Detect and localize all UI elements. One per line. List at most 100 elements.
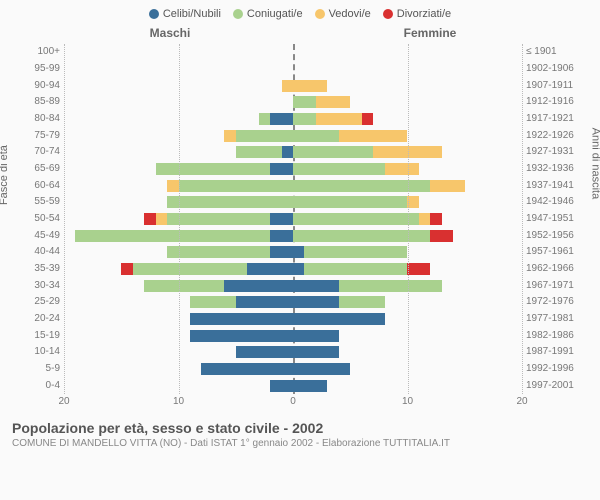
segment (282, 80, 293, 92)
birth-label: 1952-1956 (526, 227, 574, 244)
segment (304, 263, 407, 275)
legend-label: Coniugati/e (247, 8, 303, 20)
bar-female (293, 280, 442, 292)
bar-female (293, 96, 350, 108)
segment (156, 163, 270, 175)
segment (293, 96, 316, 108)
birth-label: 1972-1976 (526, 294, 574, 311)
segment (304, 246, 407, 258)
segment (293, 130, 339, 142)
pyramid-row (64, 144, 522, 161)
segment (270, 213, 293, 225)
segment (179, 180, 293, 192)
bar-female (293, 213, 442, 225)
bar-male (144, 213, 293, 225)
bar-male (167, 196, 293, 208)
pyramid-row (64, 111, 522, 128)
pyramid-row (64, 94, 522, 111)
bar-male (190, 296, 293, 308)
x-axis: 201001020 (64, 396, 522, 414)
segment (385, 163, 419, 175)
birth-label: 1922-1926 (526, 127, 574, 144)
legend-item: Celibi/Nubili (149, 8, 221, 20)
bar-female (293, 163, 419, 175)
plot-area (64, 44, 522, 394)
segment (247, 263, 293, 275)
birth-label: 1962-1966 (526, 261, 574, 278)
segment (293, 263, 304, 275)
segment (316, 113, 362, 125)
segment (270, 163, 293, 175)
pyramid-row (64, 344, 522, 361)
x-tick: 20 (58, 396, 69, 407)
bar-female (293, 130, 408, 142)
segment (293, 80, 327, 92)
segment (167, 213, 270, 225)
segment (167, 180, 178, 192)
segment (407, 263, 430, 275)
bar-female (293, 80, 327, 92)
segment (282, 146, 293, 158)
segment (144, 213, 155, 225)
bar-male (236, 346, 293, 358)
age-label: 100+ (37, 44, 60, 61)
pyramid-row (64, 227, 522, 244)
bar-female (293, 330, 339, 342)
legend-label: Vedovi/e (329, 8, 371, 20)
segment (430, 180, 464, 192)
birth-label: 1902-1906 (526, 61, 574, 78)
pyramid-row (64, 77, 522, 94)
birth-label: 1997-2001 (526, 377, 574, 394)
y-axis-age: 100+95-9990-9485-8980-8475-7970-7465-696… (16, 44, 60, 394)
bar-female (293, 196, 419, 208)
age-label: 20-24 (34, 311, 60, 328)
legend-item: Coniugati/e (233, 8, 303, 20)
birth-label: 1992-1996 (526, 361, 574, 378)
age-label: 5-9 (46, 361, 60, 378)
pyramid-row (64, 211, 522, 228)
age-label: 95-99 (34, 61, 60, 78)
segment (407, 196, 418, 208)
pyramid-row (64, 277, 522, 294)
age-label: 70-74 (34, 144, 60, 161)
segment (190, 330, 293, 342)
pyramid-row (64, 261, 522, 278)
pyramid-row (64, 44, 522, 61)
label-maschi: Maschi (0, 26, 300, 40)
age-label: 0-4 (46, 377, 60, 394)
pyramid-row (64, 161, 522, 178)
bar-male (156, 163, 293, 175)
age-label: 55-59 (34, 194, 60, 211)
segment (430, 213, 441, 225)
y-right-title: Anni di nascita (590, 128, 600, 200)
x-tick: 10 (173, 396, 184, 407)
age-label: 75-79 (34, 127, 60, 144)
birth-label: 1907-1911 (526, 77, 573, 94)
birth-label: ≤ 1901 (526, 44, 557, 61)
segment (362, 113, 373, 125)
legend-label: Celibi/Nubili (163, 8, 221, 20)
segment (236, 296, 293, 308)
bar-male (167, 246, 293, 258)
legend-dot (149, 9, 159, 19)
pyramid-row (64, 327, 522, 344)
segment (293, 196, 407, 208)
bar-female (293, 313, 385, 325)
segment (430, 230, 453, 242)
legend-dot (383, 9, 393, 19)
birth-label: 1957-1961 (526, 244, 574, 261)
age-label: 10-14 (34, 344, 60, 361)
bar-male (282, 80, 293, 92)
pyramid-row (64, 61, 522, 78)
bar-female (293, 346, 339, 358)
bar-female (293, 146, 442, 158)
pyramid-row (64, 311, 522, 328)
bar-female (293, 380, 327, 392)
pyramid-row (64, 294, 522, 311)
age-label: 25-29 (34, 294, 60, 311)
footer-sub: COMUNE DI MANDELLO VITTA (NO) - Dati IST… (12, 436, 588, 449)
segment (270, 230, 293, 242)
birth-label: 1932-1936 (526, 161, 574, 178)
legend-dot (315, 9, 325, 19)
bar-male (144, 280, 293, 292)
